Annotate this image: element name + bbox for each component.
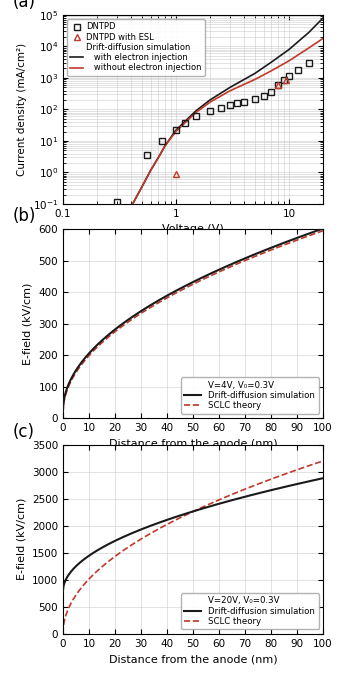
Text: (a): (a): [12, 0, 35, 11]
Text: (c): (c): [12, 423, 34, 441]
Legend: V=20V, V₀=0.3V, Drift-diffusion simulation, SCLC theory: V=20V, V₀=0.3V, Drift-diffusion simulati…: [181, 593, 319, 630]
Y-axis label: E-field (kV/cm): E-field (kV/cm): [23, 282, 33, 365]
X-axis label: Voltage (V): Voltage (V): [162, 224, 224, 235]
Text: (b): (b): [12, 207, 36, 225]
Y-axis label: Current density (mA/cm²): Current density (mA/cm²): [17, 43, 27, 176]
X-axis label: Distance from the anode (nm): Distance from the anode (nm): [109, 439, 277, 449]
X-axis label: Distance from the anode (nm): Distance from the anode (nm): [109, 654, 277, 664]
Legend: V=4V, V₀=0.3V, Drift-diffusion simulation, SCLC theory: V=4V, V₀=0.3V, Drift-diffusion simulatio…: [181, 377, 319, 414]
Y-axis label: E-field (kV/cm): E-field (kV/cm): [16, 498, 26, 581]
Legend: DNTPD, DNTPD with ESL, Drift-diffusion simulation,    with electron injection,  : DNTPD, DNTPD with ESL, Drift-diffusion s…: [67, 19, 205, 75]
